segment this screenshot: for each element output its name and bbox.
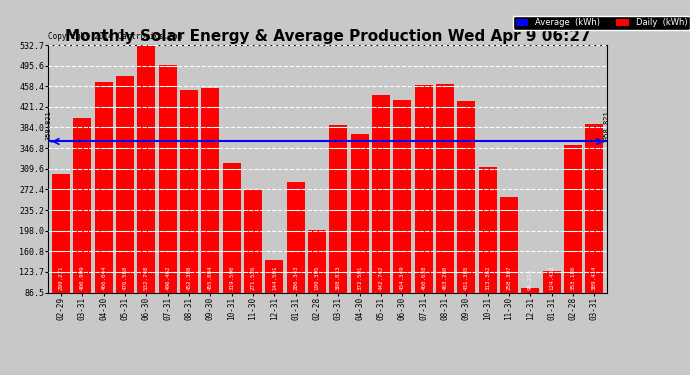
Bar xyxy=(522,288,540,340)
Bar xyxy=(266,260,284,340)
Text: 434.349: 434.349 xyxy=(400,265,405,290)
Text: 476.568: 476.568 xyxy=(123,265,128,290)
Text: 258.307: 258.307 xyxy=(506,265,511,290)
Legend: Average  (kWh), Daily  (kWh): Average (kWh), Daily (kWh) xyxy=(513,16,690,30)
Bar xyxy=(180,90,198,340)
Bar xyxy=(73,118,92,340)
Text: 95.214: 95.214 xyxy=(528,269,533,290)
Text: 466.044: 466.044 xyxy=(101,265,106,290)
Bar xyxy=(457,101,475,340)
Bar xyxy=(95,82,113,340)
Bar xyxy=(159,65,177,340)
Text: 389.414: 389.414 xyxy=(592,265,597,290)
Bar xyxy=(564,145,582,340)
Bar xyxy=(329,125,348,340)
Text: 455.884: 455.884 xyxy=(208,265,213,290)
Text: 124.432: 124.432 xyxy=(549,265,554,290)
Text: 299.271: 299.271 xyxy=(59,265,63,290)
Bar xyxy=(116,76,134,340)
Text: 388.833: 388.833 xyxy=(336,265,341,290)
Text: 532.748: 532.748 xyxy=(144,265,149,290)
Text: 319.590: 319.590 xyxy=(229,265,235,290)
Bar xyxy=(351,134,369,340)
Text: 460.638: 460.638 xyxy=(421,265,426,290)
Bar xyxy=(137,45,155,340)
Text: 358.821: 358.821 xyxy=(46,111,52,140)
Text: 431.385: 431.385 xyxy=(464,265,469,290)
Bar xyxy=(585,124,604,340)
Bar xyxy=(201,88,219,340)
Bar xyxy=(52,174,70,340)
Text: 400.999: 400.999 xyxy=(80,265,85,290)
Bar xyxy=(223,163,241,340)
Bar xyxy=(286,182,305,340)
Text: 286.343: 286.343 xyxy=(293,265,298,290)
Text: 313.362: 313.362 xyxy=(485,265,490,290)
Text: 442.742: 442.742 xyxy=(379,265,384,290)
Text: 199.395: 199.395 xyxy=(315,265,319,290)
Bar xyxy=(244,190,262,340)
Bar xyxy=(500,197,518,340)
Text: 358.821: 358.821 xyxy=(604,111,610,140)
Text: Copyright 2014 Cartronics.com: Copyright 2014 Cartronics.com xyxy=(48,32,182,41)
Text: 144.501: 144.501 xyxy=(272,265,277,290)
Bar xyxy=(436,84,454,340)
Text: 271.526: 271.526 xyxy=(250,265,255,290)
Text: 452.388: 452.388 xyxy=(186,265,192,290)
Bar xyxy=(479,166,497,340)
Text: 496.462: 496.462 xyxy=(166,265,170,290)
Bar xyxy=(542,272,561,340)
Bar xyxy=(308,230,326,340)
Bar xyxy=(372,95,390,340)
Bar xyxy=(393,99,411,340)
Text: 372.501: 372.501 xyxy=(357,265,362,290)
Text: 463.280: 463.280 xyxy=(442,265,448,290)
Title: Monthly Solar Energy & Average Production Wed Apr 9 06:27: Monthly Solar Energy & Average Productio… xyxy=(65,29,591,44)
Text: 353.186: 353.186 xyxy=(571,265,575,290)
Bar xyxy=(415,85,433,340)
